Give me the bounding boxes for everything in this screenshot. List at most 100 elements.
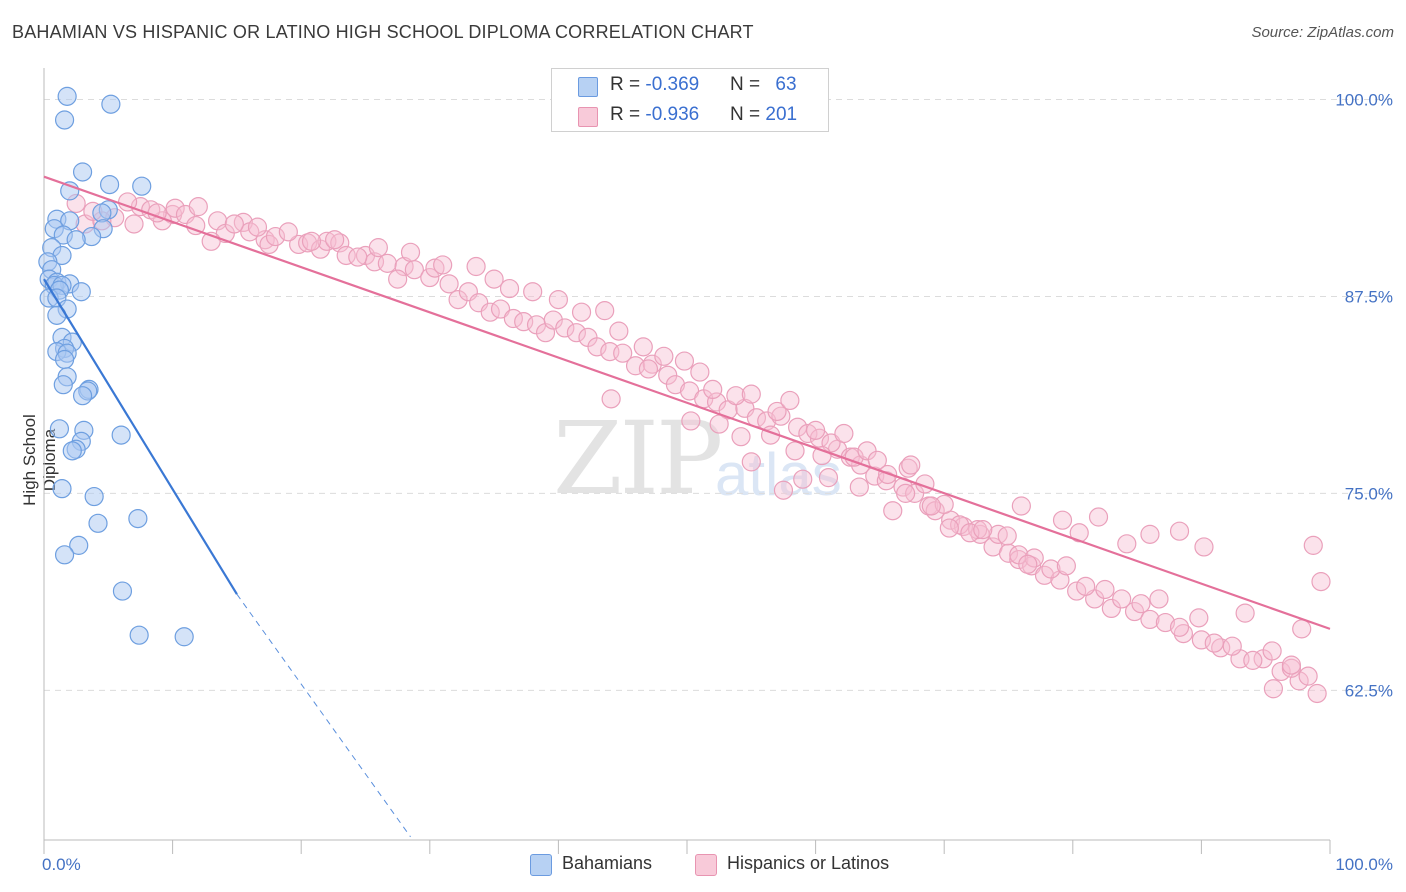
hispanic-point-191 — [834, 423, 854, 444]
x-tick-label-0: 0.0% — [42, 855, 81, 874]
hispanic-point-172 — [849, 477, 869, 497]
hispanic-point-112 — [484, 269, 504, 289]
hispanic-point-56 — [706, 392, 727, 412]
hispanic-point-114 — [523, 282, 543, 302]
bahamian-point-36 — [54, 349, 75, 370]
bahamian-point-56 — [174, 627, 194, 647]
hispanic-point-27 — [377, 253, 397, 273]
legend-r-label-1: R = — [610, 74, 646, 95]
bahamian-point-55 — [129, 625, 149, 645]
hispanic-point-29 — [388, 269, 408, 289]
hispanic-point-156 — [1292, 619, 1312, 639]
bahamian-point-4 — [99, 174, 120, 195]
hispanic-point-105 — [301, 231, 322, 251]
hispanic-point-103 — [247, 217, 268, 237]
hispanic-point-175 — [921, 496, 941, 516]
hispanic-point-146 — [1131, 594, 1151, 614]
hispanic-points — [66, 192, 1331, 704]
hispanic-point-174 — [896, 483, 916, 503]
hispanic-point-115 — [548, 290, 569, 310]
y-tick-label-3: 100.0% — [1335, 91, 1393, 110]
legend-n-label-1: N = — [730, 74, 766, 95]
hispanic-point-47 — [587, 337, 607, 357]
trend-lines — [43, 175, 1331, 838]
x-tick-label-1: 100.0% — [1335, 855, 1393, 874]
legend-n-value-1: 63 — [775, 74, 797, 95]
bahamian-point-49 — [84, 486, 104, 507]
legend-n-label-2: N = — [730, 104, 766, 125]
hispanic-point-32 — [425, 258, 445, 278]
hispanic-point-166 — [1281, 655, 1302, 675]
hispanic-point-6 — [165, 198, 185, 218]
hispanic-point-116 — [571, 302, 592, 322]
hispanic-point-45 — [566, 323, 587, 343]
hispanic-point-179 — [1011, 496, 1031, 516]
bahamian-point-47 — [62, 441, 82, 461]
hispanic-point-110 — [433, 255, 453, 275]
bahamian-point-5 — [132, 176, 152, 196]
watermark-zip: ZIP — [553, 400, 723, 517]
hispanic-point-123 — [703, 379, 723, 400]
bahamian-point-2 — [54, 110, 75, 130]
hispanic-point-160 — [1117, 534, 1137, 554]
hispanic-point-53 — [665, 375, 686, 395]
bahamian-point-14 — [81, 226, 102, 247]
hispanic-point-185 — [681, 411, 701, 431]
hispanic-point-171 — [818, 468, 839, 488]
bottom-legend-swatch-blue — [530, 854, 552, 876]
legend-swatch-blue — [578, 77, 598, 97]
hispanic-point-125 — [741, 384, 761, 404]
hispanic-point-186 — [709, 414, 729, 434]
bahamian-point-0 — [57, 86, 77, 106]
hispanic-point-38 — [490, 299, 511, 319]
bahamian-point-3 — [72, 162, 93, 182]
hispanic-point-63 — [798, 423, 818, 444]
hispanic-point-141 — [1041, 559, 1061, 579]
hispanic-point-113 — [499, 278, 520, 299]
hispanic-point-170 — [793, 469, 813, 489]
hispanic-point-49 — [613, 343, 633, 363]
y-tick-label-1: 75.0% — [1345, 484, 1393, 503]
legend-swatch-pink — [578, 107, 598, 127]
hispanic-point-159 — [1018, 554, 1038, 574]
hispanic-point-31 — [420, 267, 440, 288]
hispanic-point-145 — [1112, 589, 1132, 609]
hispanic-point-149 — [1189, 608, 1209, 628]
bahamian-point-15 — [66, 230, 86, 250]
hispanic-point-109 — [400, 242, 421, 262]
hispanic-point-169 — [773, 480, 794, 500]
hispanic-point-133 — [898, 458, 918, 478]
hispanic-point-155 — [1298, 666, 1318, 686]
hispanic-point-124 — [726, 386, 746, 406]
hispanic-point-122 — [690, 362, 710, 382]
hispanic-point-121 — [674, 351, 695, 371]
y-tick-label-0: 62.5% — [1345, 681, 1393, 700]
legend-r-label-2: R = — [610, 104, 646, 125]
hispanic-point-34 — [448, 290, 468, 310]
bahamian-point-44 — [111, 425, 131, 445]
hispanic-point-144 — [1095, 579, 1115, 600]
hispanic-point-119 — [633, 337, 653, 357]
hispanic-point-173 — [883, 501, 903, 521]
hispanic-point-168 — [741, 452, 761, 472]
hispanic-point-10 — [186, 215, 206, 236]
hispanic-point-143 — [1076, 576, 1096, 596]
hispanic-point-177 — [973, 520, 993, 540]
legend-r-value-1: -0.369 — [645, 74, 700, 95]
axes — [43, 68, 1331, 854]
bahamian-point-53 — [54, 545, 75, 565]
hispanic-point-148 — [1169, 617, 1190, 637]
hispanic-point-157 — [1311, 572, 1331, 592]
hispanic-point-152 — [1243, 650, 1263, 670]
chart-title: BAHAMIAN VS HISPANIC OR LATINO HIGH SCHO… — [12, 22, 754, 42]
hispanic-point-147 — [1149, 589, 1169, 609]
hispanic-point-153 — [1262, 641, 1282, 661]
hispanic-point-104 — [278, 222, 298, 242]
hispanic-point-142 — [1056, 556, 1076, 576]
hispanic-point-165 — [1263, 679, 1284, 699]
hispanic-point-193 — [901, 455, 921, 475]
hispanic-point-87 — [1140, 609, 1160, 630]
bottom-legend-swatch-pink — [695, 854, 717, 876]
bahamian-points — [38, 86, 194, 647]
hispanic-point-118 — [609, 321, 629, 341]
